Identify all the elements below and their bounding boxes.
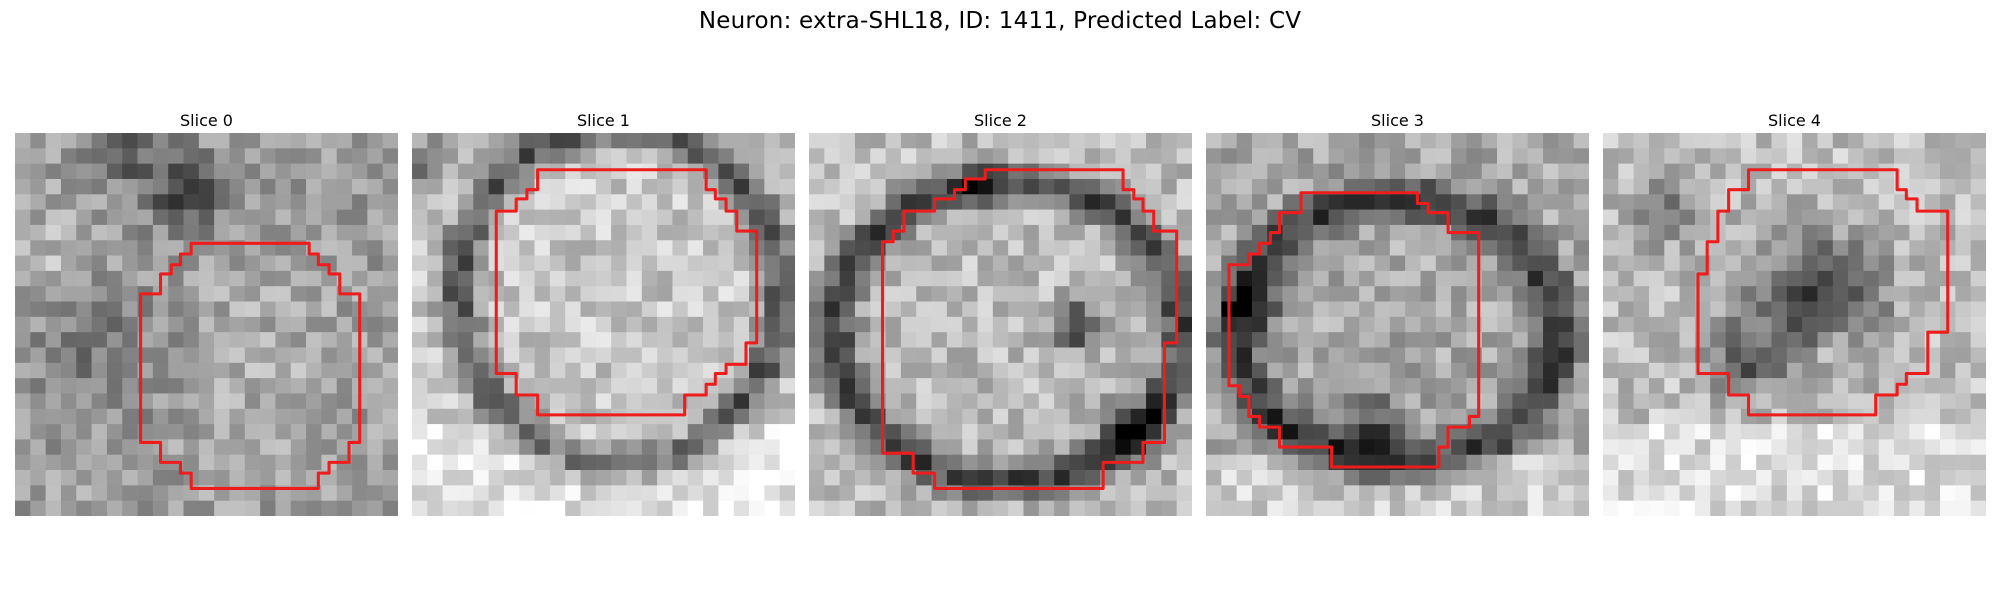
slice-title-2: Slice 2: [974, 111, 1027, 130]
pixel-grid: [1603, 133, 1986, 516]
segmentation-outline: [139, 241, 362, 490]
slice-image-1: [412, 133, 795, 516]
figure-title: Neuron: extra-SHL18, ID: 1411, Predicted…: [698, 8, 1302, 34]
slice-panel-2: Slice 2: [809, 110, 1192, 516]
slice-image-3: [1206, 133, 1589, 516]
segmentation-outline: [881, 168, 1179, 490]
slice-image-2: [809, 133, 1192, 516]
slice-panel-3: Slice 3: [1206, 110, 1589, 516]
slice-title-0: Slice 0: [180, 111, 233, 130]
slice-image-4: [1603, 133, 1986, 516]
slice-title-1: Slice 1: [577, 111, 630, 130]
slice-title-3: Slice 3: [1371, 111, 1424, 130]
pixel-grid: [412, 133, 795, 516]
slice-image-0: [15, 133, 398, 516]
pixel-grid: [809, 133, 1192, 516]
segmentation-outline: [1227, 191, 1481, 469]
segmentation-outline: [494, 168, 759, 417]
pixel-grid: [1206, 133, 1589, 516]
slice-panel-1: Slice 1: [412, 110, 795, 516]
pixel-grid: [15, 133, 398, 516]
slice-panel-0: Slice 0: [15, 110, 398, 516]
slice-panel-4: Slice 4: [1603, 110, 1986, 516]
slice-title-4: Slice 4: [1768, 111, 1821, 130]
segmentation-outline: [1696, 168, 1950, 417]
